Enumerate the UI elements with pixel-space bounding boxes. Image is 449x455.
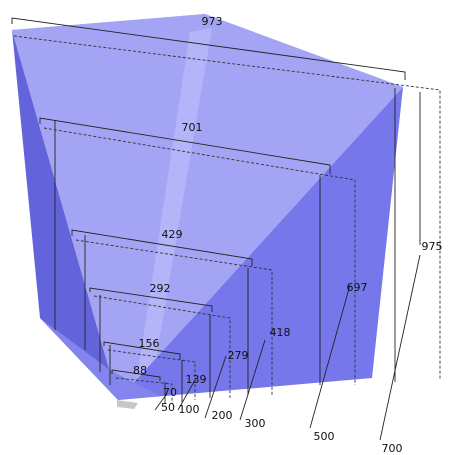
- dimension-label-279: 279: [228, 349, 249, 362]
- dimension-label-300: 300: [245, 417, 266, 430]
- dimension-label-973: 973: [202, 15, 223, 28]
- dimension-label-429: 429: [162, 228, 183, 241]
- bottom-dimension-labels: 50 100 200 300 500 700: [161, 401, 403, 455]
- face-main: [12, 14, 403, 400]
- solid-model: [12, 14, 403, 409]
- dimension-label-975: 975: [422, 240, 443, 253]
- dimension-label-139: 139: [186, 373, 207, 386]
- dimension-label-292: 292: [150, 282, 171, 295]
- base-tab: [117, 400, 138, 409]
- dimension-label-50: 50: [161, 401, 175, 414]
- dimension-label-100: 100: [179, 403, 200, 416]
- dimension-lines: [11, 17, 441, 441]
- dimension-label-156: 156: [139, 337, 160, 350]
- dimension-label-418: 418: [270, 326, 291, 339]
- dimension-label-70: 70: [163, 386, 177, 399]
- face-bottom-edge: [40, 318, 160, 400]
- top-dimension-labels: 973 701 429 292 156 88: [133, 15, 223, 377]
- dimension-label-701: 701: [182, 121, 203, 134]
- dimension-label-88: 88: [133, 364, 147, 377]
- face-right: [118, 87, 403, 400]
- side-dimension-labels: 975 697 418 279 139 70: [163, 240, 443, 399]
- dimension-label-697: 697: [347, 281, 368, 294]
- dimension-label-700: 700: [382, 442, 403, 455]
- dimension-label-200: 200: [212, 409, 233, 422]
- dimension-label-500: 500: [314, 430, 335, 443]
